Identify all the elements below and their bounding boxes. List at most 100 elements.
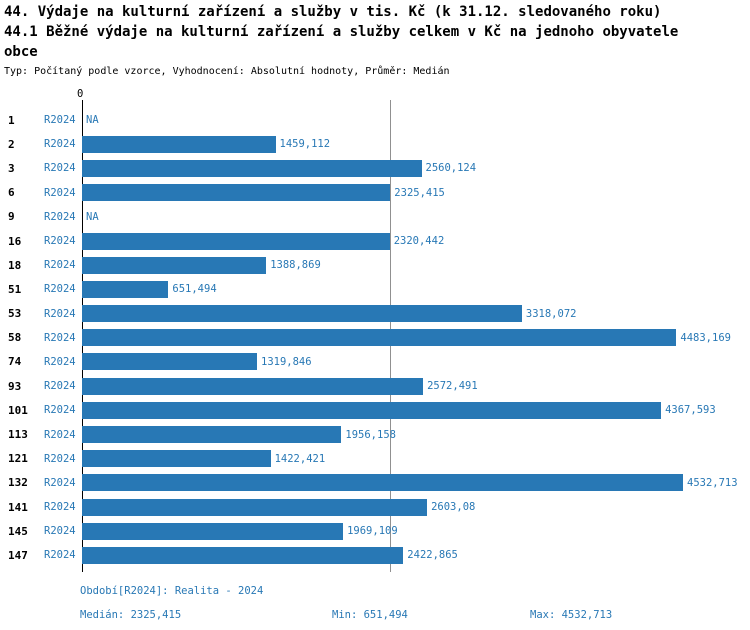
row-category-label: 132 — [8, 476, 28, 490]
row-bar-zone: 651,494 — [82, 277, 750, 301]
row-category-label: 2 — [8, 137, 15, 151]
chart-row: 132 R2024 4532,713 — [0, 471, 750, 495]
row-series-label: R2024 — [44, 428, 76, 441]
row-category-label: 101 — [8, 403, 28, 417]
row-category-label: 1 — [8, 113, 15, 127]
chart-row: 3 R2024 2560,124 — [0, 156, 750, 180]
bar-value-label: 1969,109 — [347, 525, 398, 538]
bar-value-label: 1388,869 — [270, 259, 321, 272]
footer-median-label: Medián: 2325,415 — [80, 609, 182, 621]
bar-value-label: 1956,158 — [345, 428, 396, 441]
bar-value-label: 1422,421 — [274, 452, 326, 465]
bar — [82, 256, 267, 274]
row-category-label: 145 — [8, 524, 28, 538]
bar-value-label: 4367,593 — [665, 404, 716, 417]
row-series-label: R2024 — [44, 331, 76, 344]
row-category-label: 9 — [8, 210, 15, 224]
row-series-label: R2024 — [44, 404, 76, 417]
row-series-label: R2024 — [44, 162, 76, 175]
chart-row: 51 R2024 651,494 — [0, 277, 750, 301]
row-bar-zone: 1319,846 — [82, 350, 750, 374]
bar — [82, 305, 522, 323]
bar — [82, 522, 344, 540]
chart-title-line3: obce — [4, 44, 38, 60]
row-bar-zone: 2560,124 — [82, 156, 750, 180]
bar-value-label: NA — [86, 114, 99, 127]
row-series-label: R2024 — [44, 476, 76, 489]
chart-row: 93 R2024 2572,491 — [0, 374, 750, 398]
bar-value-label: 2560,124 — [425, 162, 477, 175]
bar-value-label: 1319,846 — [261, 355, 312, 368]
row-bar-zone: 2320,442 — [82, 229, 750, 253]
bar-value-label: 3318,072 — [525, 307, 577, 320]
row-bar-zone: 3318,072 — [82, 302, 750, 326]
row-bar-zone: 1459,112 — [82, 132, 750, 156]
row-series-label: R2024 — [44, 114, 76, 127]
bar — [82, 159, 422, 177]
chart-row: 6 R2024 2325,415 — [0, 181, 750, 205]
row-series-label: R2024 — [44, 525, 76, 538]
bar — [82, 426, 342, 444]
row-bar-zone: 2325,415 — [82, 181, 750, 205]
row-series-label: R2024 — [44, 307, 76, 320]
bar — [82, 546, 404, 564]
chart-row: 74 R2024 1319,846 — [0, 350, 750, 374]
row-bar-zone: 1956,158 — [82, 422, 750, 446]
chart-row: 147 R2024 2422,865 — [0, 543, 750, 567]
chart-row: 58 R2024 4483,169 — [0, 326, 750, 350]
row-series-label: R2024 — [44, 549, 76, 562]
chart-row: 145 R2024 1969,109 — [0, 519, 750, 543]
bar — [82, 353, 257, 371]
row-series-label: R2024 — [44, 186, 76, 199]
chart-title-line2: 44.1 Běžné výdaje na kulturní zařízení a… — [4, 24, 679, 40]
chart-row: 53 R2024 3318,072 — [0, 302, 750, 326]
bar-value-label: 2325,415 — [394, 186, 445, 199]
chart-row: 9 R2024 NA — [0, 205, 750, 229]
row-bar-zone: 2603,08 — [82, 495, 750, 519]
bar — [82, 280, 169, 298]
row-category-label: 147 — [8, 548, 28, 562]
row-series-label: R2024 — [44, 355, 76, 368]
bar — [82, 329, 677, 347]
chart-meta-line: Typ: Počítaný podle vzorce, Vyhodnocení:… — [4, 66, 450, 77]
row-category-label: 93 — [8, 379, 22, 393]
row-category-label: 121 — [8, 452, 28, 466]
row-bar-zone: NA — [82, 205, 750, 229]
footer-max-label: Max: 4532,713 — [530, 609, 613, 621]
chart-row: 101 R2024 4367,593 — [0, 398, 750, 422]
bar — [82, 377, 424, 395]
bar-chart-rows: 1 R2024 NA 2 R2024 1459,112 3 R2024 2560,124 6 R20… — [0, 108, 750, 568]
row-category-label: 53 — [8, 307, 22, 321]
row-bar-zone: 4483,169 — [82, 326, 750, 350]
row-bar-zone: 2422,865 — [82, 543, 750, 567]
row-category-label: 113 — [8, 428, 28, 442]
bar — [82, 135, 276, 153]
bar-value-label: 4532,713 — [687, 476, 738, 489]
row-category-label: 74 — [8, 355, 22, 369]
row-series-label: R2024 — [44, 210, 76, 223]
bar-value-label: 2422,865 — [407, 549, 458, 562]
row-category-label: 51 — [8, 282, 22, 296]
bar-value-label: 651,494 — [172, 283, 217, 296]
row-series-label: R2024 — [44, 380, 76, 393]
bar — [82, 184, 391, 202]
row-bar-zone: 1422,421 — [82, 447, 750, 471]
footer-min-label: Min: 651,494 — [332, 609, 408, 621]
bar — [82, 498, 428, 516]
row-series-label: R2024 — [44, 259, 76, 272]
chart-row: 121 R2024 1422,421 — [0, 447, 750, 471]
bar-value-label: 2572,491 — [427, 380, 478, 393]
row-bar-zone: 1388,869 — [82, 253, 750, 277]
row-bar-zone: 2572,491 — [82, 374, 750, 398]
row-category-label: 18 — [8, 258, 22, 272]
bar-value-label: 4483,169 — [680, 331, 731, 344]
bar-value-label: 2603,08 — [431, 501, 476, 514]
row-category-label: 58 — [8, 331, 22, 345]
row-series-label: R2024 — [44, 452, 76, 465]
bar-value-label: 1459,112 — [279, 138, 331, 151]
chart-row: 113 R2024 1956,158 — [0, 422, 750, 446]
bar — [82, 401, 662, 419]
chart-row: 141 R2024 2603,08 — [0, 495, 750, 519]
row-category-label: 16 — [8, 234, 22, 248]
bar — [82, 474, 683, 492]
